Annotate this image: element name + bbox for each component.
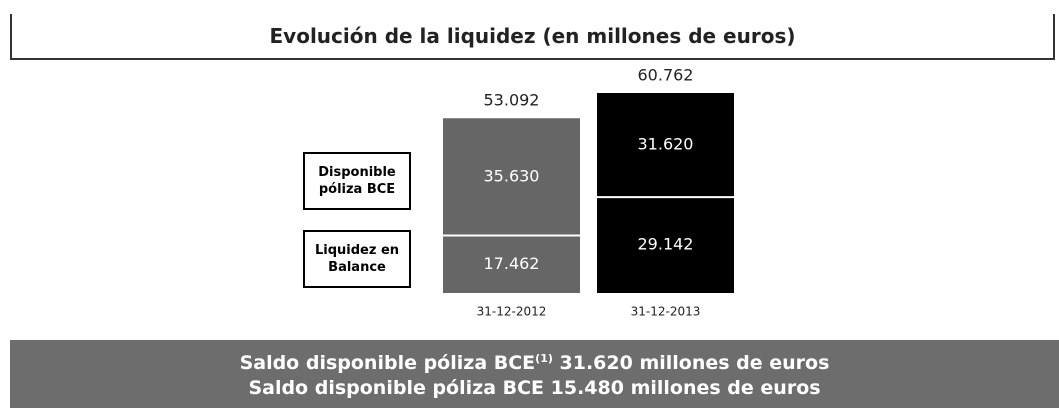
total-label: 53.092 — [484, 91, 540, 110]
footer-text: 31.620 millones de euros — [552, 352, 830, 374]
bar-segment — [443, 118, 580, 236]
footer-line: Saldo disponible póliza BCE 15.480 millo… — [248, 377, 821, 399]
bar-segment — [597, 197, 734, 293]
footer-text: Saldo disponible póliza BCE — [239, 352, 536, 374]
x-tick-label: 31-12-2012 — [477, 305, 547, 319]
chart: 17.462 35.630 53.092 31-12-2012 29.142 31.620… — [443, 66, 734, 319]
value-label: 35.630 — [484, 166, 540, 185]
legend-entry: Disponible póliza BCE — [303, 152, 411, 210]
footer-sup: (1) — [535, 352, 553, 365]
value-label: 17.462 — [484, 254, 540, 273]
total-label: 60.762 — [638, 66, 694, 85]
legend-entry: Liquidez en Balance — [303, 230, 411, 288]
value-label: 29.142 — [638, 235, 694, 254]
bar-segment — [443, 235, 580, 293]
footer-line: Saldo disponible póliza BCE(1) 31.620 mi… — [10, 351, 1059, 376]
chart-title: Evolución de la liquidez (en millones de… — [10, 14, 1055, 60]
footer: Saldo disponible póliza BCE(1) 31.620 mi… — [10, 340, 1059, 408]
value-label: 31.620 — [638, 135, 694, 154]
x-tick-label: 31-12-2013 — [631, 305, 701, 319]
bar-segment — [597, 93, 734, 198]
